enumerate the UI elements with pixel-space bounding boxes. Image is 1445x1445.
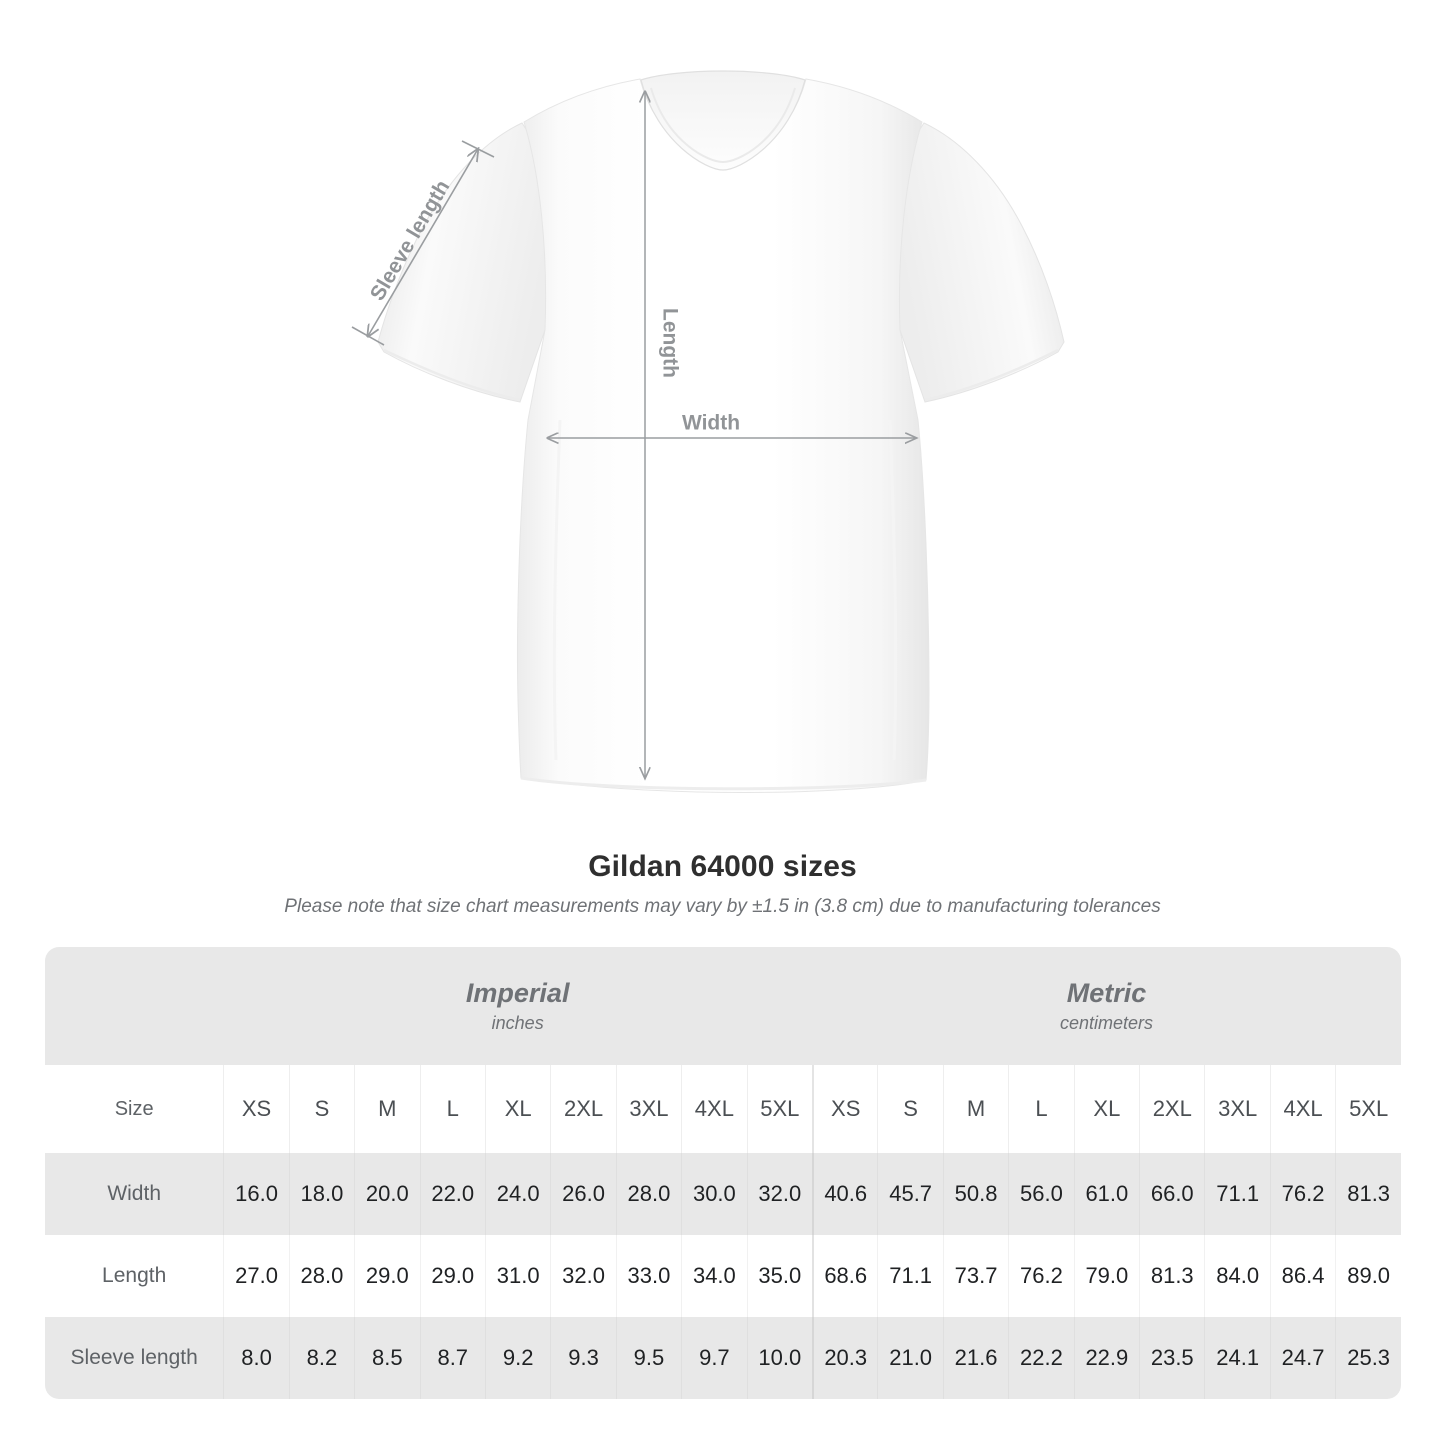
size-header-metric-2xl: 2XL xyxy=(1139,1065,1205,1153)
row-label-sleeve-length: Sleeve length xyxy=(45,1317,224,1399)
length-metric-s: 71.1 xyxy=(877,1235,943,1317)
size-header-imperial-s: S xyxy=(288,1065,355,1153)
size-header-imperial-m: M xyxy=(354,1065,420,1153)
sleeve-imperial-2xl: 9.3 xyxy=(550,1317,616,1399)
width-imperial-s: 18.0 xyxy=(288,1153,355,1235)
sleeve-metric-s: 21.0 xyxy=(877,1317,943,1399)
sleeve-imperial-l: 8.7 xyxy=(419,1317,485,1399)
sleeve-imperial-5xl: 10.0 xyxy=(746,1317,813,1399)
length-imperial-m: 29.0 xyxy=(354,1235,420,1317)
size-header-row: Size XS S M L XL 2XL 3XL 4XL 5XL XS S M … xyxy=(45,1065,1401,1153)
sleeve-imperial-s: 8.2 xyxy=(288,1317,355,1399)
length-imperial-2xl: 32.0 xyxy=(550,1235,616,1317)
size-header-metric-5xl: 5XL xyxy=(1335,1065,1401,1153)
width-metric-xl: 61.0 xyxy=(1073,1153,1140,1235)
width-label: Width xyxy=(682,412,740,435)
size-header-label: Size xyxy=(45,1065,224,1153)
size-header-imperial-xl: XL xyxy=(484,1065,551,1153)
width-imperial-xl: 24.0 xyxy=(484,1153,551,1235)
sleeve-metric-3xl: 24.1 xyxy=(1204,1317,1270,1399)
length-imperial-xs: 27.0 xyxy=(223,1235,289,1317)
width-metric-l: 56.0 xyxy=(1008,1153,1074,1235)
sleeve-metric-2xl: 23.5 xyxy=(1139,1317,1205,1399)
size-header-imperial-l: L xyxy=(419,1065,485,1153)
unit-group-metric-sub: centimeters xyxy=(1059,1013,1154,1033)
length-imperial-5xl: 35.0 xyxy=(746,1235,813,1317)
page-title: Gildan 64000 sizes xyxy=(588,850,857,883)
width-imperial-l: 22.0 xyxy=(419,1153,485,1235)
table-row: Sleeve length 8.0 8.2 8.5 8.7 9.2 9.3 9.… xyxy=(45,1317,1401,1399)
length-metric-m: 73.7 xyxy=(942,1235,1009,1317)
unit-group-row: Imperial inches Metric centimeters xyxy=(45,947,1401,1065)
sleeve-imperial-xl: 9.2 xyxy=(484,1317,551,1399)
width-metric-4xl: 76.2 xyxy=(1269,1153,1336,1235)
row-label-length: Length xyxy=(45,1235,224,1317)
size-header-metric-l: L xyxy=(1008,1065,1074,1153)
size-header-imperial-4xl: 4XL xyxy=(681,1065,747,1153)
length-imperial-4xl: 34.0 xyxy=(681,1235,747,1317)
unit-group-metric: Metric centimeters xyxy=(812,947,1401,1065)
unit-group-metric-name: Metric xyxy=(1066,978,1147,1008)
size-header-metric-4xl: 4XL xyxy=(1269,1065,1336,1153)
width-metric-2xl: 66.0 xyxy=(1139,1153,1205,1235)
size-header-imperial-xs: XS xyxy=(223,1065,289,1153)
row-label-width: Width xyxy=(45,1153,224,1235)
width-metric-5xl: 81.3 xyxy=(1335,1153,1401,1235)
length-imperial-3xl: 33.0 xyxy=(615,1235,682,1317)
sleeve-metric-xl: 22.9 xyxy=(1073,1317,1140,1399)
size-header-imperial-5xl: 5XL xyxy=(746,1065,813,1153)
unit-group-imperial: Imperial inches xyxy=(223,947,813,1065)
sleeve-imperial-4xl: 9.7 xyxy=(681,1317,747,1399)
size-header-imperial-2xl: 2XL xyxy=(550,1065,616,1153)
sleeve-metric-l: 22.2 xyxy=(1008,1317,1074,1399)
unit-row-corner xyxy=(45,947,224,1065)
unit-group-imperial-sub: inches xyxy=(491,1013,544,1033)
size-header-metric-xl: XL xyxy=(1073,1065,1140,1153)
width-metric-s: 45.7 xyxy=(877,1153,943,1235)
length-metric-3xl: 84.0 xyxy=(1204,1235,1270,1317)
sleeve-metric-m: 21.6 xyxy=(942,1317,1009,1399)
table-row: Width 16.0 18.0 20.0 22.0 24.0 26.0 28.0… xyxy=(45,1153,1401,1235)
sleeve-imperial-m: 8.5 xyxy=(354,1317,420,1399)
width-imperial-3xl: 28.0 xyxy=(615,1153,682,1235)
size-header-metric-m: M xyxy=(942,1065,1009,1153)
length-imperial-l: 29.0 xyxy=(419,1235,485,1317)
size-header-metric-3xl: 3XL xyxy=(1204,1065,1270,1153)
length-imperial-s: 28.0 xyxy=(288,1235,355,1317)
width-imperial-2xl: 26.0 xyxy=(550,1153,616,1235)
width-imperial-5xl: 32.0 xyxy=(746,1153,813,1235)
length-metric-4xl: 86.4 xyxy=(1269,1235,1336,1317)
sleeve-imperial-xs: 8.0 xyxy=(223,1317,289,1399)
width-dimension: Width xyxy=(548,412,916,438)
width-imperial-m: 20.0 xyxy=(354,1153,420,1235)
sleeve-metric-5xl: 25.3 xyxy=(1335,1317,1401,1399)
length-metric-xs: 68.6 xyxy=(812,1235,878,1317)
sleeve-metric-xs: 20.3 xyxy=(812,1317,878,1399)
length-metric-2xl: 81.3 xyxy=(1139,1235,1205,1317)
size-header-metric-s: S xyxy=(877,1065,943,1153)
length-label: Length xyxy=(658,308,681,378)
tolerance-note: Please note that size chart measurements… xyxy=(284,896,1161,917)
sleeve-metric-4xl: 24.7 xyxy=(1269,1317,1336,1399)
size-chart-table-container: Imperial inches Metric centimeters Size … xyxy=(45,947,1401,1399)
length-imperial-xl: 31.0 xyxy=(484,1235,551,1317)
width-imperial-xs: 16.0 xyxy=(223,1153,289,1235)
size-header-imperial-3xl: 3XL xyxy=(615,1065,682,1153)
sleeve-imperial-3xl: 9.5 xyxy=(615,1317,682,1399)
size-header-metric-xs: XS xyxy=(812,1065,878,1153)
width-metric-3xl: 71.1 xyxy=(1204,1153,1270,1235)
length-metric-xl: 79.0 xyxy=(1073,1235,1140,1317)
tshirt-diagram: Sleeve length Length Width xyxy=(351,70,1065,793)
width-metric-m: 50.8 xyxy=(942,1153,1009,1235)
width-imperial-4xl: 30.0 xyxy=(681,1153,747,1235)
length-metric-5xl: 89.0 xyxy=(1335,1235,1401,1317)
table-row: Length 27.0 28.0 29.0 29.0 31.0 32.0 33.… xyxy=(45,1235,1401,1317)
length-metric-l: 76.2 xyxy=(1008,1235,1074,1317)
unit-group-imperial-name: Imperial xyxy=(465,978,570,1008)
size-chart-table: Imperial inches Metric centimeters Size … xyxy=(45,947,1401,1399)
width-metric-xs: 40.6 xyxy=(812,1153,878,1235)
